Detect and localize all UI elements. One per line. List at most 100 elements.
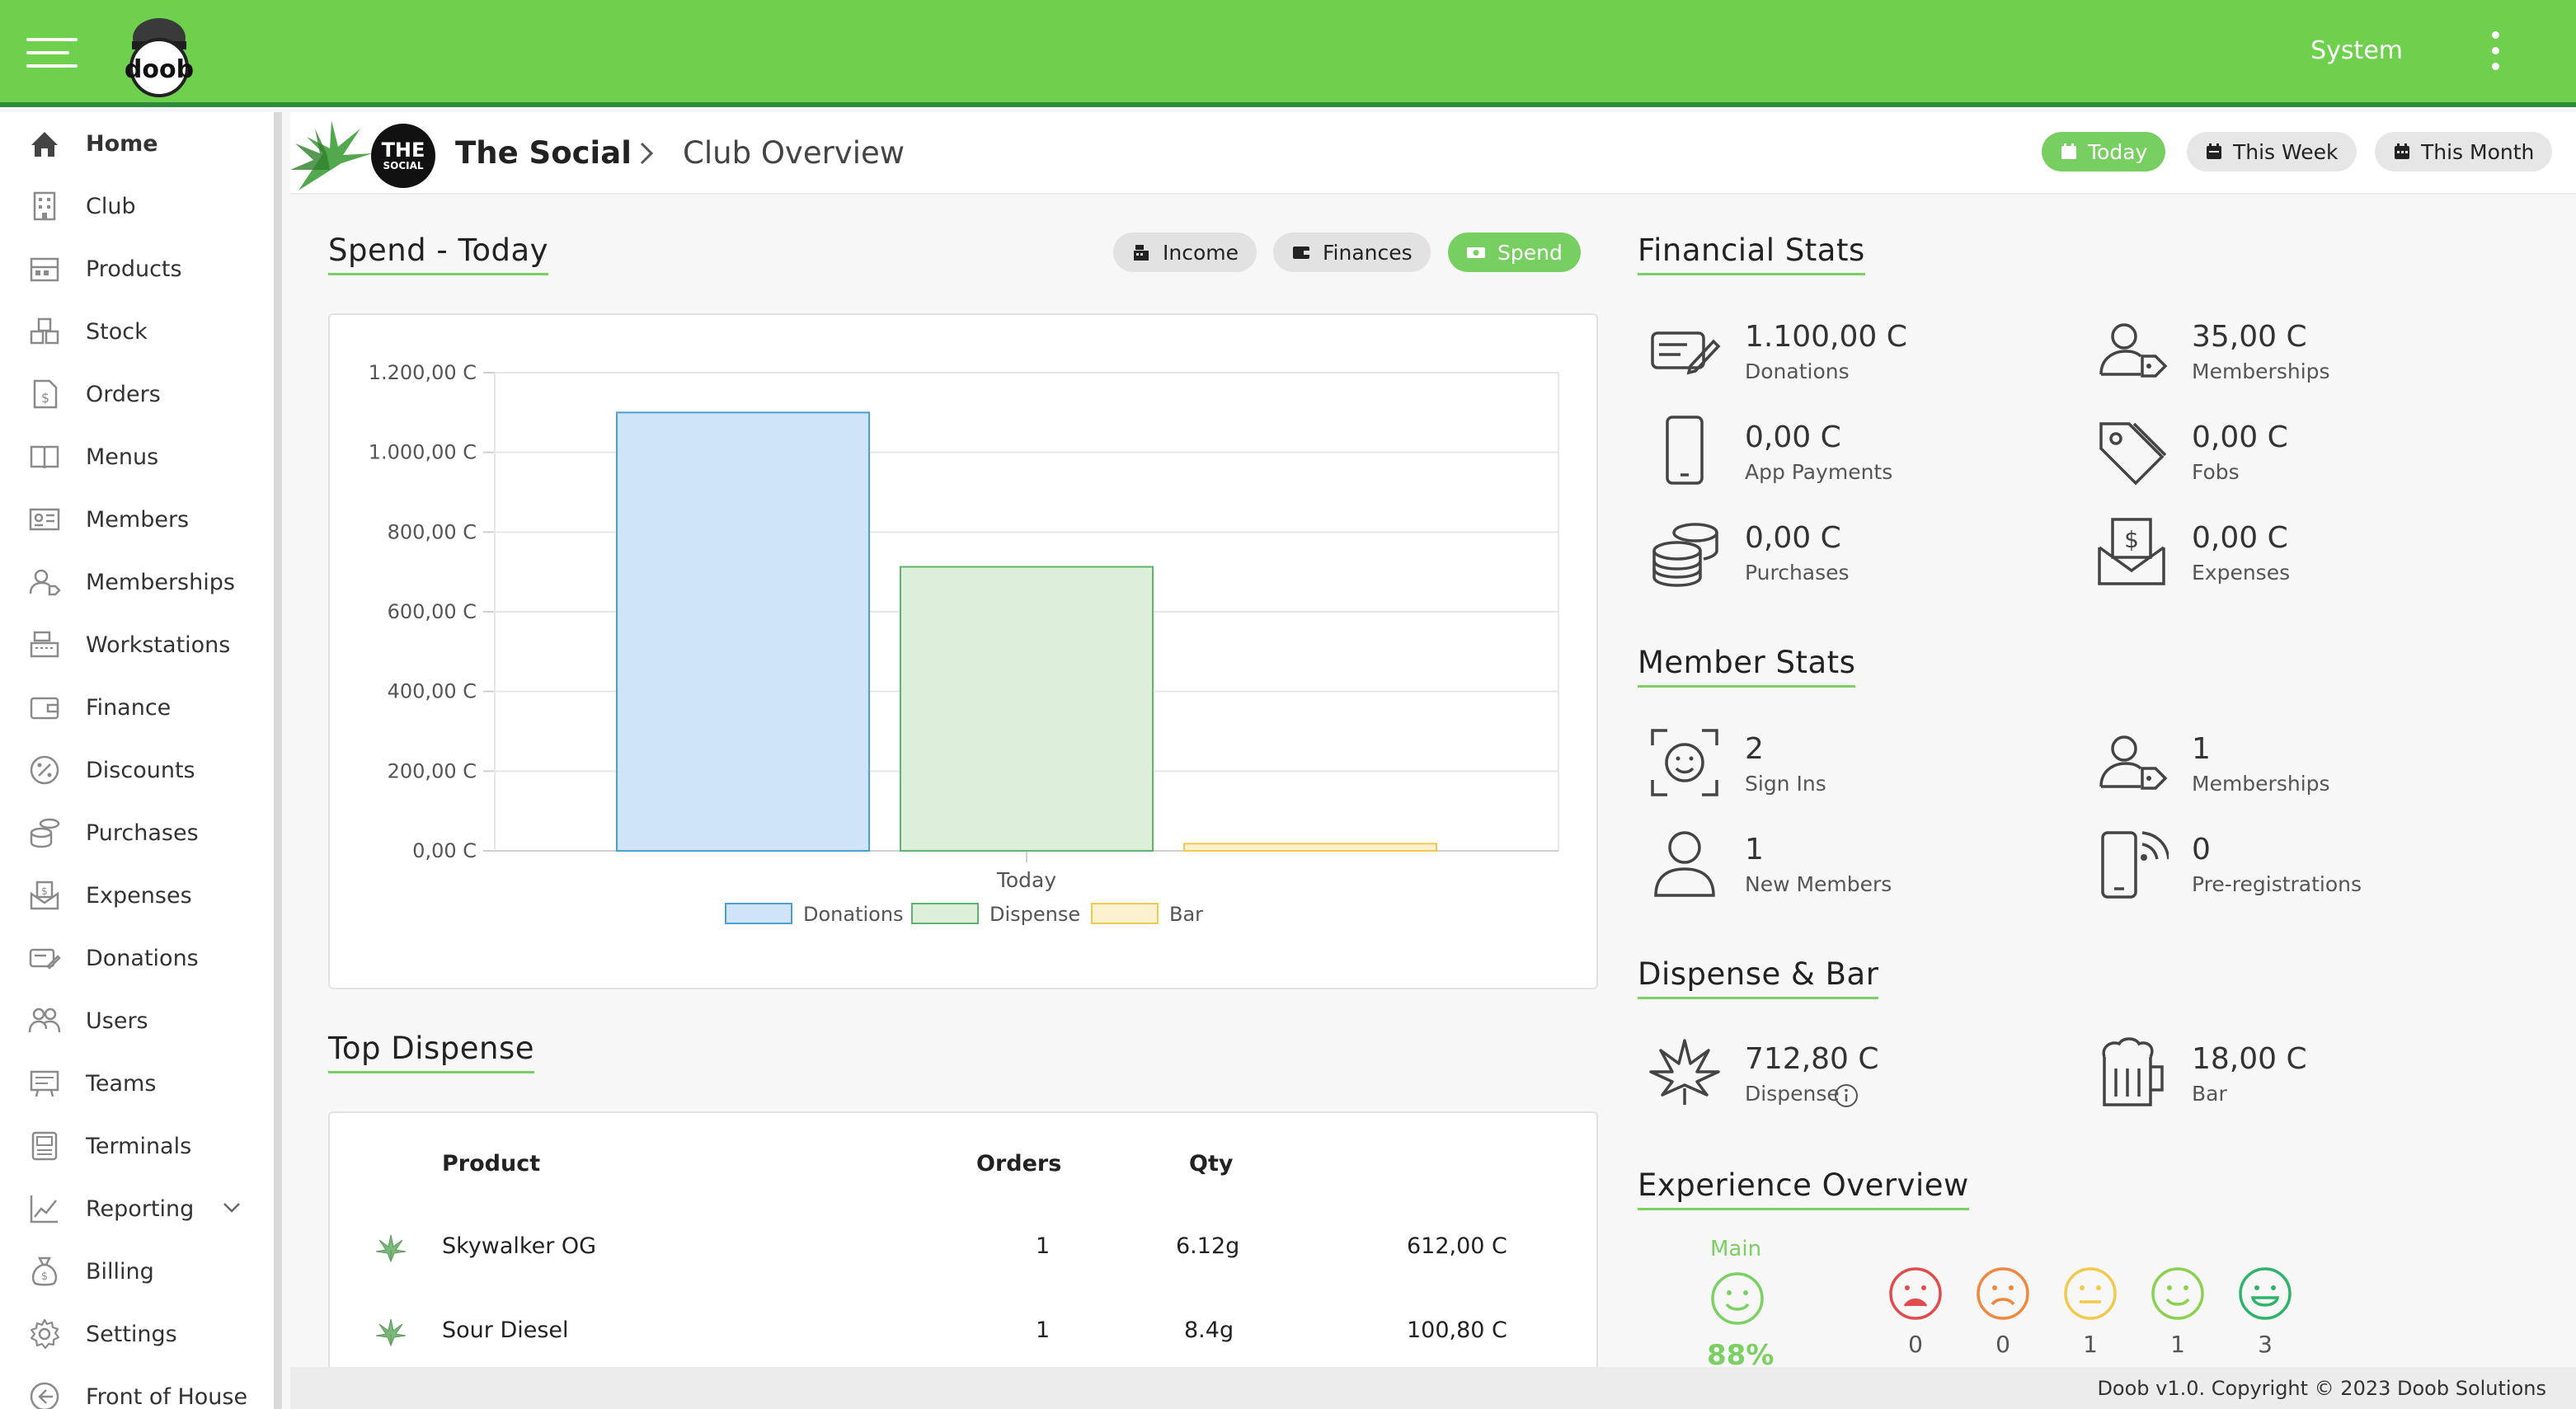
spend-tab-button[interactable]: Spend — [1448, 232, 1581, 272]
x-tick-label: Today — [996, 868, 1057, 892]
svg-text:$: $ — [41, 885, 48, 897]
stat-expenses: $ 0,00 C Expenses — [2094, 514, 2507, 605]
stat-purchases: 0,00 C Purchases — [1648, 514, 2060, 605]
stat-donations: 1.100,00 C Donations — [1648, 313, 2060, 404]
income-tab-button[interactable]: Income — [1113, 232, 1257, 272]
stat-sign-ins: 2 Sign Ins — [1648, 726, 2060, 816]
sidebar-item-menus[interactable]: Menus — [0, 425, 274, 488]
terminal-icon — [28, 1130, 61, 1162]
more-options-icon[interactable] — [2490, 31, 2500, 76]
sidebar-item-reporting[interactable]: Reporting — [0, 1177, 274, 1240]
sidebar-item-workstations[interactable]: Workstations — [0, 613, 274, 676]
main-score-label: Main — [1710, 1237, 1762, 1261]
sidebar-item-label: Users — [86, 1007, 148, 1034]
donation-card-icon — [1651, 331, 1721, 375]
range-today-button[interactable]: Today — [2042, 132, 2166, 171]
product-name: Sour Diesel — [442, 1317, 569, 1343]
info-icon[interactable] — [1834, 1083, 1859, 1108]
stat-value: 18,00 C — [2192, 1042, 2307, 1076]
sidebar-item-teams[interactable]: Teams — [0, 1052, 274, 1115]
sidebar-item-billing[interactable]: $ Billing — [0, 1240, 274, 1303]
book-icon — [28, 440, 61, 473]
page-title: Club Overview — [683, 135, 905, 171]
spend-tab-label: Spend — [1497, 240, 1563, 265]
sidebar-item-label: Menus — [86, 444, 159, 470]
menu-icon[interactable] — [26, 38, 78, 69]
copyright-text: Doob v1.0. Copyright © 2023 Doob Solutio… — [2097, 1377, 2546, 1400]
sidebar-item-settings[interactable]: Settings — [0, 1303, 274, 1365]
y-tick-label: 0,00 C — [412, 839, 477, 862]
sidebar-item-purchases[interactable]: Purchases — [0, 801, 274, 864]
sidebar-item-front-of-house[interactable]: Front of House — [0, 1365, 274, 1409]
main-score-percent: 88% — [1707, 1339, 1775, 1372]
member-stats-title: Member Stats — [1638, 645, 1856, 688]
sidebar-item-label: Teams — [86, 1070, 157, 1097]
range-this-month-button[interactable]: This Month — [2375, 132, 2553, 171]
cash-register-icon — [28, 628, 61, 661]
sidebar-item-home[interactable]: Home — [0, 112, 274, 175]
rating-count: 0 — [1908, 1331, 1923, 1358]
sidebar-item-label: Club — [86, 193, 136, 219]
club-avatar-line2: SOCIAL — [383, 160, 424, 171]
happy-face-icon — [2151, 1267, 2204, 1320]
sidebar-item-label: Expenses — [86, 882, 192, 909]
chevron-down-icon[interactable] — [221, 1197, 242, 1219]
sidebar-item-label: Front of House — [86, 1383, 248, 1409]
stat-value: 712,80 C — [1745, 1042, 1879, 1076]
sidebar-item-label: Memberships — [86, 569, 235, 595]
person-tag-icon — [2099, 323, 2168, 378]
beer-mug-icon — [2102, 1037, 2164, 1106]
y-tick-label: 1.000,00 C — [369, 441, 477, 464]
very-happy-face-icon — [2239, 1267, 2292, 1320]
calendar-icon — [2207, 143, 2221, 159]
products-icon — [28, 252, 61, 285]
column-header-product: Product — [442, 1151, 541, 1177]
sidebar-item-label: Purchases — [86, 820, 199, 846]
club-avatar[interactable]: THE SOCIAL — [371, 124, 435, 188]
stat-memberships: 35,00 C Memberships — [2094, 313, 2507, 404]
sidebar-item-orders[interactable]: $ Orders — [0, 363, 274, 425]
stat-label: Memberships — [2192, 772, 2330, 796]
tags-icon — [2099, 422, 2167, 486]
sidebar-item-stock[interactable]: Stock — [0, 300, 274, 363]
smartphone-icon — [1666, 416, 1704, 485]
person-tag-icon — [2099, 735, 2168, 790]
order-document-icon: $ — [28, 378, 61, 411]
sidebar-item-label: Reporting — [86, 1195, 195, 1222]
stat-value: 1 — [2192, 732, 2211, 766]
sidebar-item-discounts[interactable]: Discounts — [0, 739, 274, 801]
sidebar-item-users[interactable]: Users — [0, 989, 274, 1052]
calendar-icon — [2061, 143, 2076, 159]
stat-label: Donations — [1745, 359, 1850, 383]
stat-label: Pre-registrations — [2192, 872, 2362, 896]
sidebar-item-donations[interactable]: Donations — [0, 927, 274, 989]
total-amount: 612,00 C — [1407, 1233, 1507, 1259]
sidebar-item-expenses[interactable]: $ Expenses — [0, 864, 274, 927]
system-menu-label[interactable]: System — [2310, 36, 2403, 65]
sidebar-item-club[interactable]: Club — [0, 175, 274, 237]
range-this-week-button[interactable]: This Week — [2187, 132, 2357, 171]
club-avatar-line1: THE — [381, 139, 425, 162]
coins-icon — [28, 816, 61, 849]
money-envelope-icon: $ — [28, 879, 61, 912]
stat-label: Sign Ins — [1745, 772, 1826, 796]
stat-app-payments: 0,00 C App Payments — [1648, 414, 2060, 505]
cash-register-icon — [1134, 245, 1149, 261]
finances-tab-label: Finances — [1323, 240, 1413, 265]
sidebar-item-members[interactable]: Members — [0, 488, 274, 551]
club-name-link[interactable]: The Social — [455, 135, 632, 171]
rating-count: 1 — [2083, 1331, 2098, 1358]
sidebar-item-finance[interactable]: Finance — [0, 676, 274, 739]
person-icon — [1654, 831, 1715, 897]
gear-icon — [28, 1317, 61, 1350]
doob-logo[interactable]: doob — [114, 10, 204, 99]
stat-bar: 18,00 C Bar — [2094, 1036, 2507, 1126]
income-tab-label: Income — [1163, 240, 1239, 265]
y-tick-label: 600,00 C — [388, 600, 477, 623]
sidebar-item-products[interactable]: Products — [0, 237, 274, 300]
sidebar-item-memberships[interactable]: Memberships — [0, 551, 274, 613]
spend-chart-card: 0,00 C 200,00 C 400,00 C 600,00 C 800,00 C 1.… — [328, 313, 1598, 989]
sidebar-item-terminals[interactable]: Terminals — [0, 1115, 274, 1177]
finances-tab-button[interactable]: Finances — [1273, 232, 1431, 272]
stat-label: App Payments — [1745, 460, 1893, 484]
